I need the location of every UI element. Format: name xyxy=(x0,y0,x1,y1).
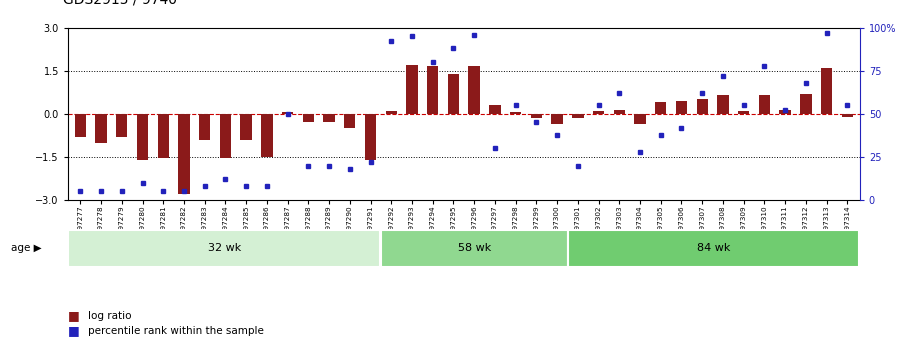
Text: log ratio: log ratio xyxy=(88,311,131,321)
Bar xyxy=(821,68,833,114)
Bar xyxy=(157,114,169,158)
Bar xyxy=(469,66,480,114)
Bar xyxy=(655,102,666,114)
Bar xyxy=(842,114,853,117)
Bar xyxy=(406,65,418,114)
Bar xyxy=(178,114,190,194)
Bar xyxy=(634,114,645,124)
Bar xyxy=(490,105,500,114)
Bar xyxy=(282,112,293,114)
Text: 58 wk: 58 wk xyxy=(458,244,491,253)
Bar xyxy=(530,114,542,118)
Bar xyxy=(448,73,459,114)
Text: ■: ■ xyxy=(68,324,80,337)
Bar xyxy=(738,111,749,114)
Text: GDS2915 / 9740: GDS2915 / 9740 xyxy=(63,0,177,7)
Bar xyxy=(365,114,376,160)
Bar xyxy=(718,95,729,114)
Bar xyxy=(427,66,438,114)
Text: age ▶: age ▶ xyxy=(11,244,42,253)
Bar xyxy=(199,114,210,140)
Bar xyxy=(262,114,272,157)
Bar xyxy=(137,114,148,160)
Bar xyxy=(241,114,252,140)
Text: percentile rank within the sample: percentile rank within the sample xyxy=(88,326,263,335)
Bar xyxy=(779,110,791,114)
Text: 84 wk: 84 wk xyxy=(697,244,730,253)
Bar xyxy=(697,99,708,114)
Bar xyxy=(220,114,231,158)
Bar xyxy=(676,101,687,114)
Bar xyxy=(800,94,812,114)
Bar xyxy=(95,114,107,142)
Bar xyxy=(593,111,605,114)
Bar xyxy=(344,114,356,128)
Text: ■: ■ xyxy=(68,309,80,322)
Bar xyxy=(614,110,625,114)
Bar xyxy=(68,230,380,267)
Bar xyxy=(510,112,521,114)
Text: 32 wk: 32 wk xyxy=(207,244,241,253)
Bar xyxy=(381,230,567,267)
Bar xyxy=(74,114,86,137)
Bar xyxy=(568,230,860,267)
Bar xyxy=(572,114,584,118)
Bar xyxy=(302,114,314,122)
Bar xyxy=(386,111,397,114)
Bar xyxy=(323,114,335,122)
Bar xyxy=(116,114,128,137)
Bar xyxy=(551,114,563,124)
Bar xyxy=(758,95,770,114)
